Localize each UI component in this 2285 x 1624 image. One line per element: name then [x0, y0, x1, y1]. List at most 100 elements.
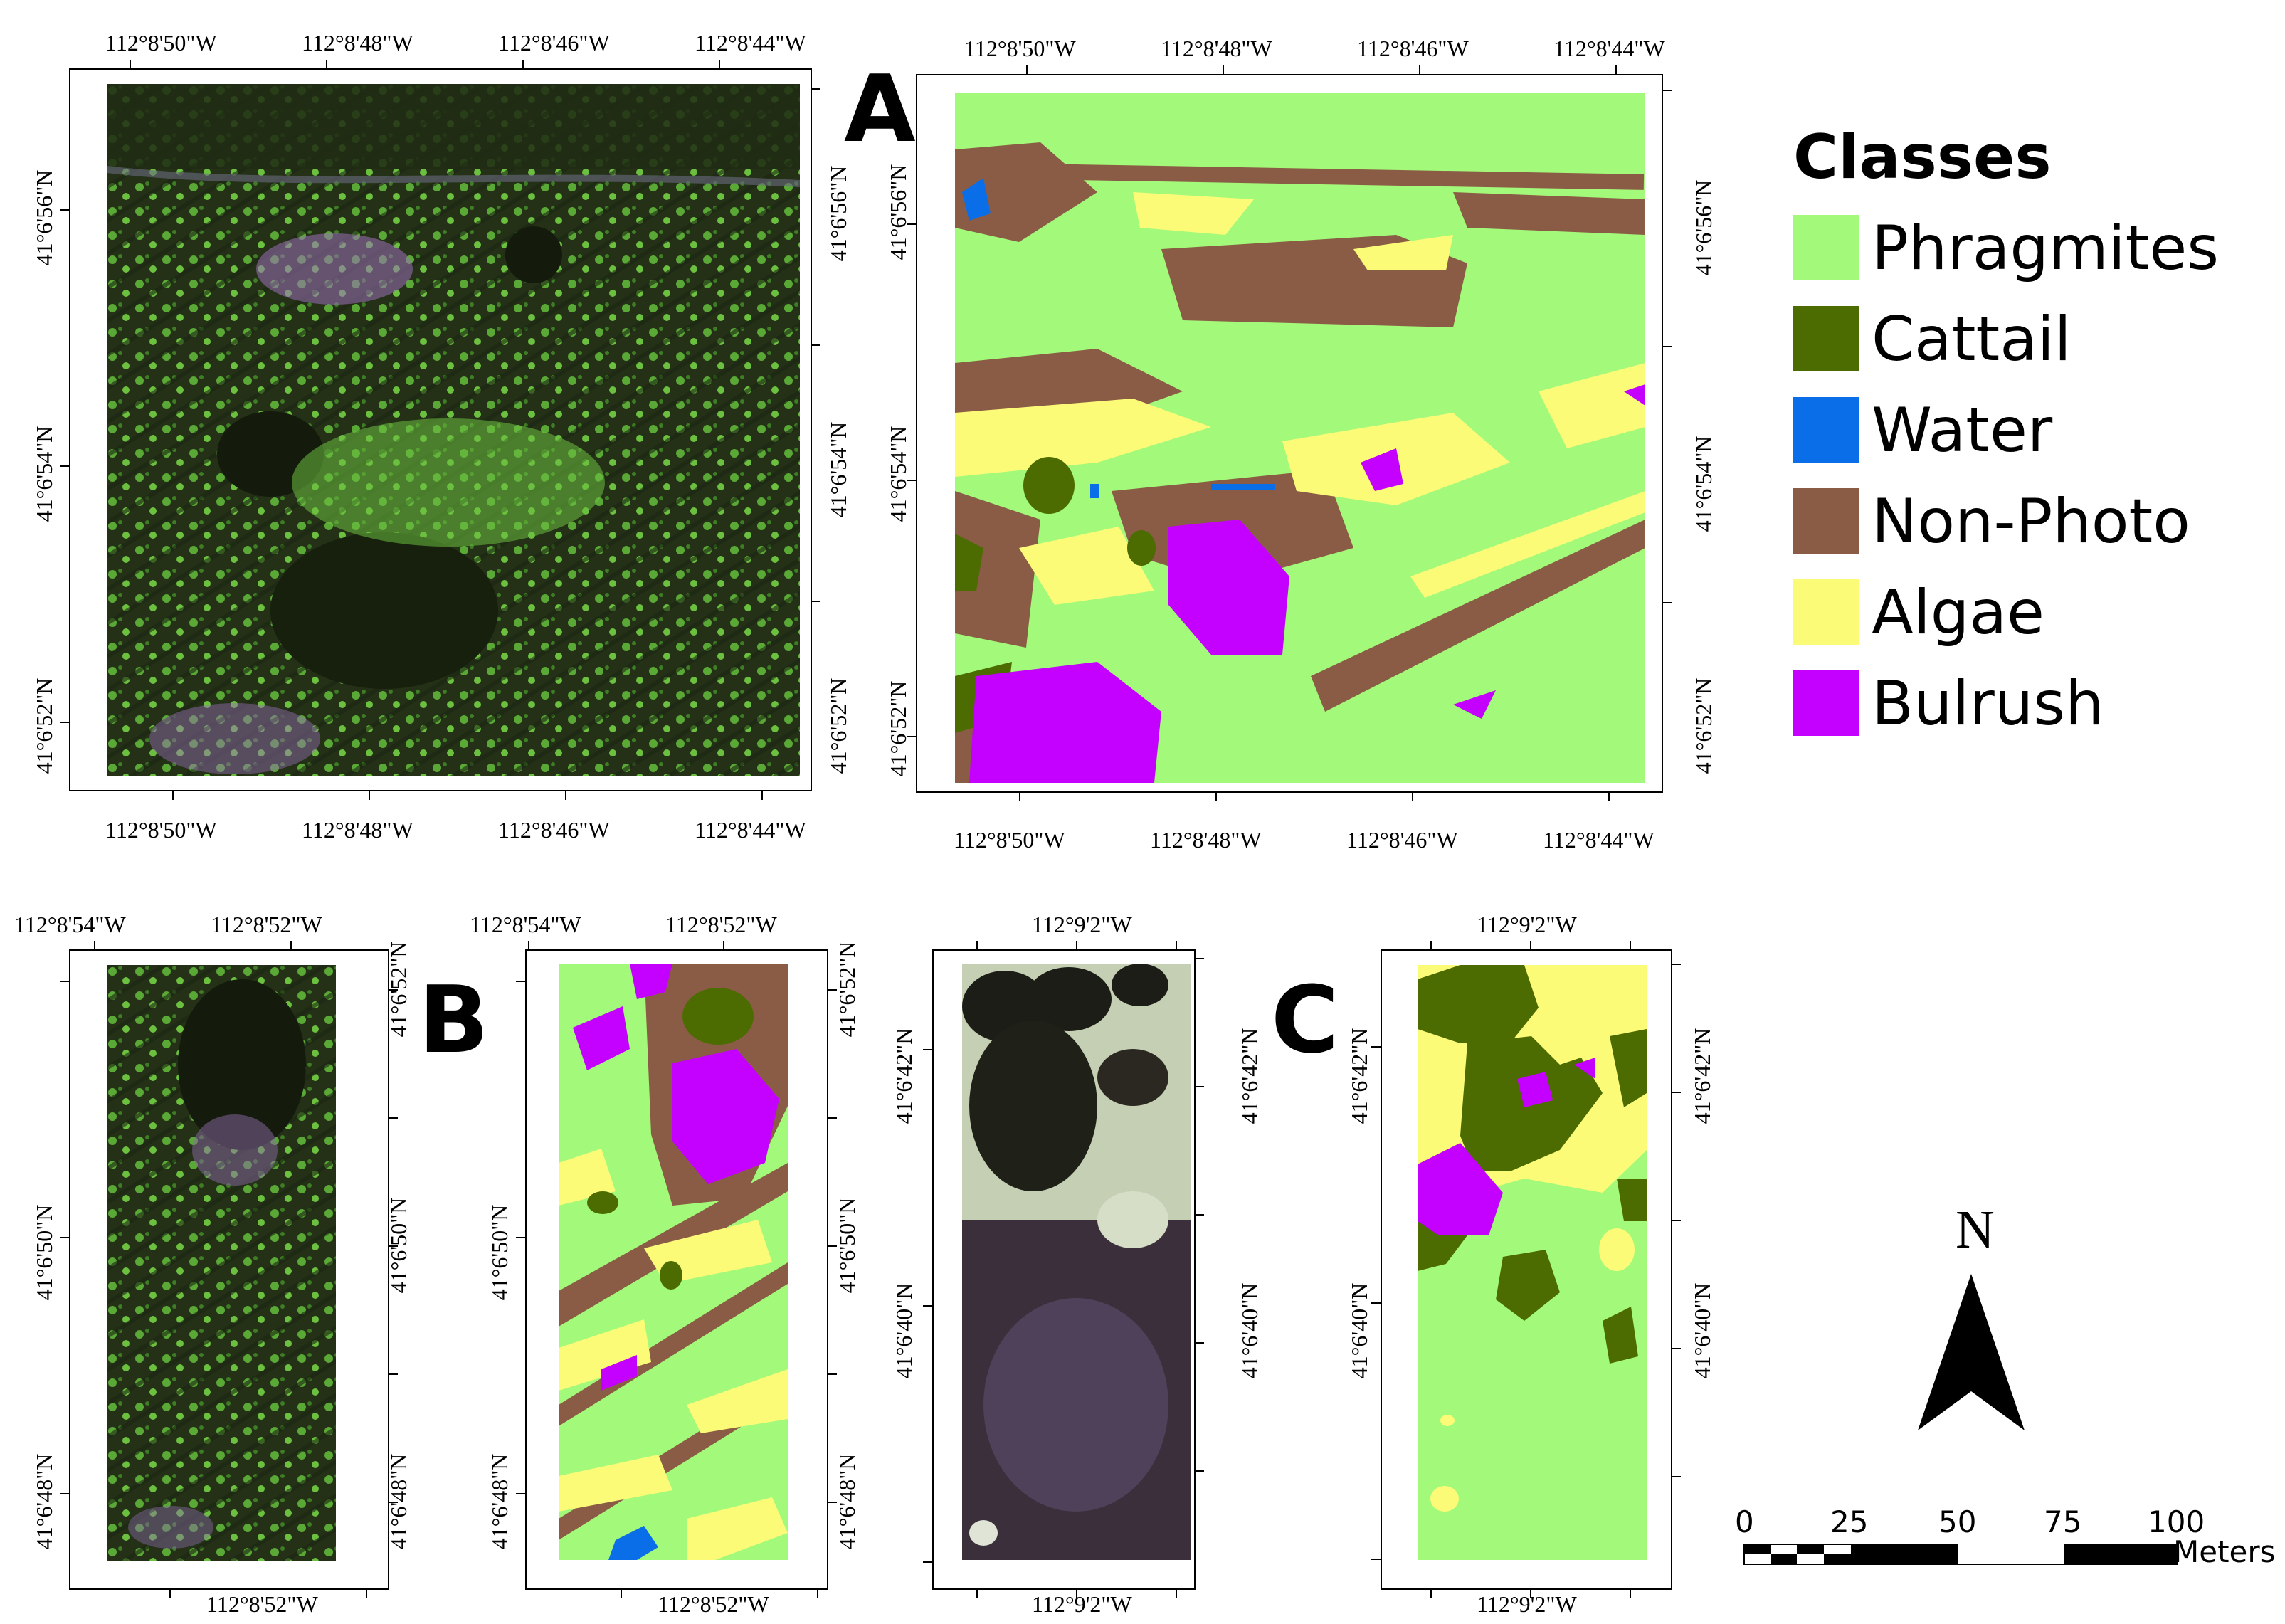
lat-label: 41°6'54"N — [825, 421, 851, 518]
tick — [723, 941, 724, 951]
lat-label: 41°6'40"N — [1237, 1282, 1262, 1379]
tick — [1630, 1588, 1631, 1598]
tick — [1223, 65, 1224, 75]
lon-label: 112°8'54"W — [470, 912, 581, 937]
tick — [60, 981, 70, 982]
legend-swatch-phragmites — [1793, 215, 1859, 280]
lat-label: 41°6'40"N — [1346, 1282, 1372, 1379]
tick — [60, 722, 70, 723]
legend-swatch-water — [1793, 397, 1859, 463]
panel-letter-c: C — [1271, 966, 1339, 1074]
lon-label: 112°8'52"W — [206, 1591, 318, 1617]
tick — [1176, 1588, 1177, 1598]
legend-swatch-cattail — [1793, 306, 1859, 371]
tick — [1194, 1470, 1204, 1472]
lon-label: 112°8'50"W — [105, 30, 217, 56]
legend-label-water: Water — [1872, 395, 2053, 466]
legend-swatch-bulrush — [1793, 670, 1859, 736]
lat-label: 41°6'50"N — [487, 1204, 512, 1301]
lon-label: 112°8'50"W — [954, 827, 1065, 853]
tick — [1608, 791, 1610, 801]
tick — [1671, 1348, 1681, 1349]
aerial-image-c — [962, 964, 1191, 1560]
tick — [1076, 1588, 1077, 1598]
lat-label: 41°6'42"N — [1346, 1028, 1372, 1124]
tick — [1671, 1476, 1681, 1477]
tick — [169, 1588, 171, 1598]
aerial-image-a-graphic — [107, 84, 800, 776]
lat-label: 41°6'52"N — [1691, 677, 1716, 774]
tick — [976, 1588, 978, 1598]
tick — [388, 1245, 398, 1247]
tick — [811, 601, 820, 602]
lat-label: 41°6'56"N — [885, 164, 911, 260]
legend-label-algae: Algae — [1872, 577, 2044, 648]
lon-label: 112°8'48"W — [302, 817, 413, 843]
tick — [976, 941, 978, 951]
lat-label: 41°6'48"N — [834, 1453, 860, 1550]
tick — [388, 989, 398, 991]
scale-bar — [1743, 1544, 2178, 1565]
legend-title: Classes — [1793, 122, 2052, 193]
tick — [522, 60, 524, 70]
tick — [1530, 1588, 1531, 1598]
tick — [817, 1588, 818, 1598]
tick — [366, 1588, 367, 1598]
scale-tick-label: 100 — [2148, 1504, 2205, 1539]
lon-label: 112°8'44"W — [1553, 36, 1665, 61]
north-arrow-label: N — [1956, 1200, 1995, 1260]
lat-label: 41°6'52"N — [386, 941, 411, 1038]
classified-map-a — [955, 93, 1645, 783]
tick — [1176, 941, 1177, 951]
tick — [94, 941, 95, 951]
tick — [1019, 791, 1020, 801]
tick — [923, 1049, 933, 1050]
tick — [907, 480, 917, 481]
classified-map-a-graphic — [955, 93, 1645, 783]
tick — [1630, 941, 1631, 951]
scale-tick-label: 25 — [1830, 1504, 1869, 1539]
tick — [1671, 1220, 1681, 1221]
tick — [1026, 65, 1028, 75]
lon-label: 112°8'48"W — [1150, 827, 1262, 853]
tick — [827, 1117, 837, 1119]
scale-tick-label: 0 — [1735, 1504, 1754, 1539]
tick — [827, 1373, 837, 1375]
tick — [516, 1237, 526, 1238]
tick — [60, 465, 70, 467]
lon-label: 112°8'48"W — [1161, 36, 1272, 61]
lon-label: 112°8'46"W — [1357, 36, 1469, 61]
tick — [1530, 941, 1531, 951]
lat-label: 41°6'50"N — [386, 1197, 411, 1294]
tick — [1215, 791, 1217, 801]
tick — [60, 1237, 70, 1238]
lat-label: 41°6'56"N — [1691, 179, 1716, 276]
tick — [1615, 65, 1617, 75]
tick — [1430, 941, 1432, 951]
lon-label: 112°8'44"W — [695, 817, 806, 843]
tick — [811, 344, 820, 346]
tick — [528, 941, 529, 951]
tick — [1371, 1559, 1381, 1560]
lat-label: 41°6'54"N — [31, 426, 57, 522]
tick — [172, 790, 174, 800]
tick — [1662, 90, 1672, 91]
lon-label: 112°9'2"W — [1477, 912, 1577, 937]
lat-label: 41°6'50"N — [31, 1204, 57, 1301]
tick — [1671, 1092, 1681, 1093]
lon-label: 112°9'2"W — [1032, 1591, 1132, 1617]
legend-swatch-nonphoto — [1793, 488, 1859, 554]
classified-map-c — [1418, 965, 1647, 1560]
tick — [923, 1305, 933, 1307]
classified-map-c-graphic — [1418, 965, 1647, 1560]
tick — [369, 790, 370, 800]
lon-label: 112°8'52"W — [665, 912, 777, 937]
tick — [719, 60, 720, 70]
tick — [1419, 65, 1420, 75]
tick — [1430, 1588, 1432, 1598]
lon-label: 112°9'2"W — [1032, 912, 1132, 937]
tick — [130, 60, 131, 70]
scale-unit-label: Meters — [2173, 1534, 2276, 1569]
legend-label-nonphoto: Non-Photo — [1872, 486, 2190, 557]
lon-label: 112°8'54"W — [14, 912, 126, 937]
